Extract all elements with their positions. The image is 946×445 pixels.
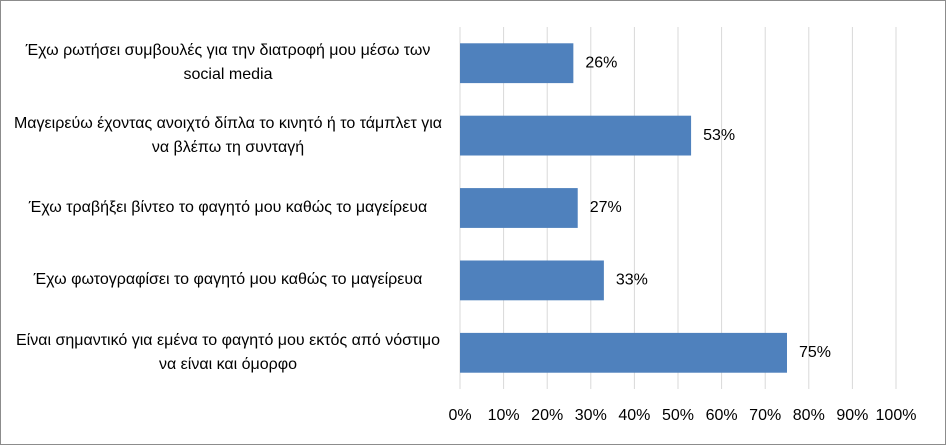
bar [460,115,692,156]
x-tick-label: 90% [836,407,868,424]
bar [460,332,787,373]
value-label: 53% [703,127,735,144]
bar [460,43,574,84]
x-tick-label: 20% [531,407,563,424]
value-label: 26% [585,54,617,71]
x-tick-label: 40% [618,407,650,424]
x-tick-label: 60% [706,407,738,424]
y-tick-label: Έχω ρωτήσει συμβουλές για την διατροφή μ… [25,42,431,84]
value-label: 27% [590,199,622,216]
x-tick-label: 30% [575,407,607,424]
x-tick-label: 10% [488,407,520,424]
value-label: 75% [799,344,831,361]
y-tick-label: Έχω φωτογραφίσει το φαγητό μου καθώς το … [33,271,423,289]
bar [460,260,604,301]
y-tick-label: Είναι σημαντικό για εμένα το φαγητό μου … [15,331,440,373]
y-tick-label: Έχω τραβήξει βίντεο το φαγητό μου καθώς … [28,199,428,216]
x-tick-label: 0% [448,407,471,424]
bar [460,188,578,228]
x-tick-label: 100% [876,407,917,424]
x-tick-label: 80% [793,407,825,424]
x-tick-label: 50% [662,407,694,424]
value-label: 33% [616,272,648,289]
x-tick-label: 70% [749,407,781,424]
y-tick-label: Μαγειρεύω έχοντας ανοιχτό δίπλα το κινητ… [13,114,443,156]
